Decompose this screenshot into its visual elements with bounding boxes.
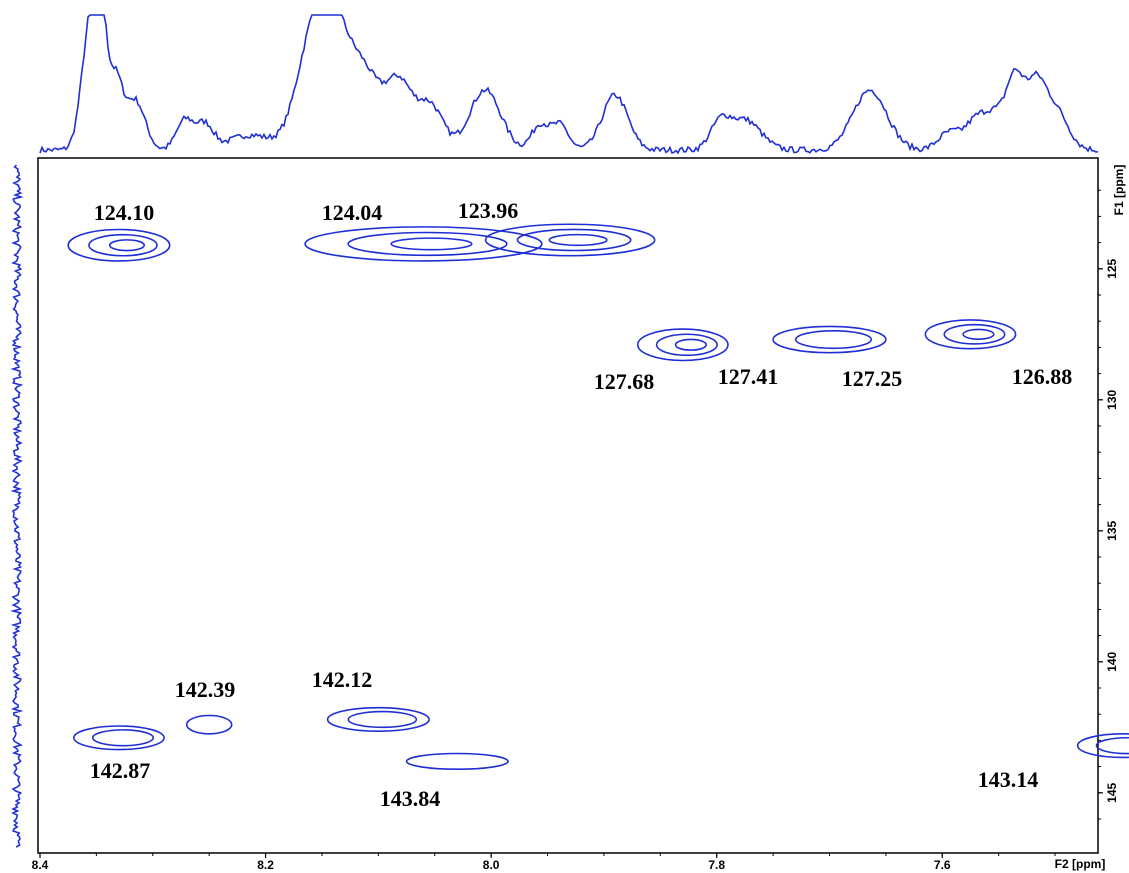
peak-label: 126.88 [1012,364,1073,389]
peak-label: 127.25 [842,366,903,391]
contour-peak-142-87 [91,729,154,747]
f2-projection-trace [39,14,1099,155]
contour-peak-127-68 [636,328,729,362]
peak-label: 123.96 [458,198,519,223]
peak-label: 127.41 [718,364,779,389]
contour-peak-127-25 [943,323,1006,345]
x-tick-label: 8.0 [483,858,500,872]
contour-peak-123-96 [484,223,656,257]
x-tick-label: 7.8 [708,858,725,872]
contour-peak-127-41 [794,329,873,350]
contour-peak-124-10 [108,239,146,252]
peak-label: 143.84 [380,786,441,811]
contour-peak-127-25 [924,319,1017,350]
x-axis-ticks: 8.4 8.2 8.0 7.8 7.6 [32,853,1056,872]
peak-label: 142.12 [312,667,373,692]
peak-label: 124.10 [94,200,155,225]
y-tick-label: 140 [1105,651,1119,671]
contour-peak-142-87 [73,725,165,751]
contour-peak-127-41 [772,325,887,354]
x-tick-label: 8.2 [257,858,274,872]
y-tick-label: 145 [1105,782,1119,802]
contour-peak-124-10 [67,228,171,262]
contour-peak-142-12 [347,710,418,729]
peak-label: 143.14 [978,767,1039,792]
y-tick-label: 130 [1105,389,1119,409]
contour-peak-143-84 [405,752,509,771]
contour-peak-124-04 [304,226,543,262]
contour-peak-143-14 [1076,733,1129,759]
f1-projection-trace [10,164,24,848]
contour-peak-127-68 [674,338,708,351]
contour-peak-127-68 [655,333,718,357]
contour-peak-124-04 [347,231,508,257]
peak-label: 142.87 [90,758,151,783]
y-axis-title: F1 [ppm] [1112,165,1126,216]
peak-label: 142.39 [175,677,236,702]
y-tick-label: 125 [1105,258,1119,278]
contour-peaks [67,223,1129,771]
contour-peak-142-39 [185,714,233,735]
contour-peak-123-96 [516,228,632,252]
x-tick-label: 7.6 [934,858,951,872]
f2-projection-spectrum [39,14,1099,155]
contour-peak-124-10 [88,233,158,257]
contour-peak-127-25 [962,328,995,340]
y-tick-label: 135 [1105,520,1119,540]
contour-peak-143-14 [1095,736,1129,755]
contour-peak-123-96 [548,233,608,247]
plot-frame [37,157,1099,854]
x-tick-label: 8.4 [32,858,49,872]
contour-peak-142-12 [326,706,430,733]
f1-projection-spectrum [10,164,24,848]
contour-peak-124-04 [390,237,473,251]
peak-labels: 124.10 124.04 123.96 127.68 127.41 127.25 126.… [90,198,1073,811]
y-axis-ticks: 125 130 135 140 145 [1098,189,1119,820]
peak-label: 124.04 [322,200,383,225]
peak-label: 127.68 [594,369,655,394]
x-axis-title: F2 [ppm] [1055,857,1106,871]
